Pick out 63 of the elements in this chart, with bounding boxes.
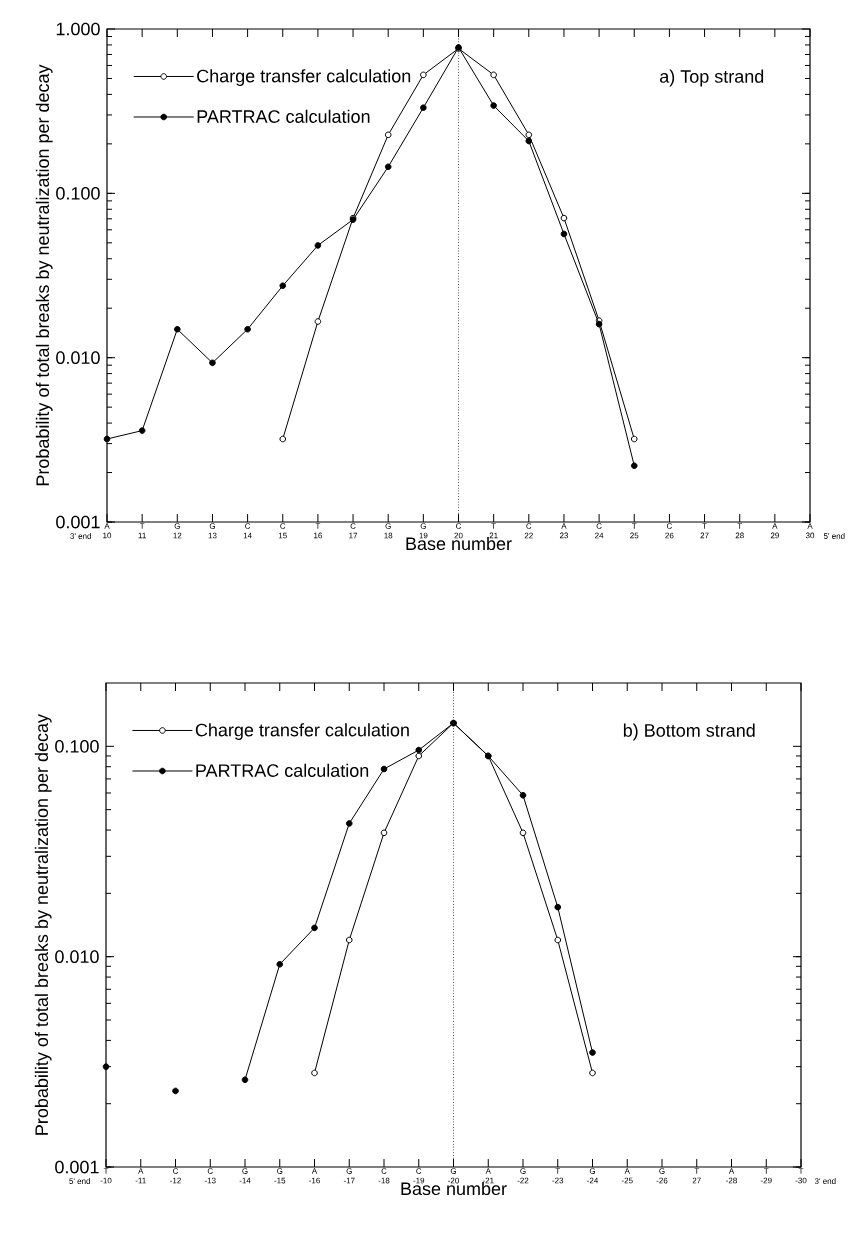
x-tick-label: C -18 bbox=[378, 1168, 390, 1184]
x-tick-label: G -20 bbox=[448, 1168, 459, 1184]
x-tick-label: C 22 bbox=[524, 523, 533, 539]
x-tick-label: A -11 bbox=[135, 1168, 146, 1184]
x-tick-label: C 26 bbox=[665, 523, 674, 539]
text: a) Top strand bbox=[660, 69, 764, 87]
x-tick-label: A 10 bbox=[103, 523, 112, 539]
x-tick-label: C 14 bbox=[243, 523, 252, 539]
x-tick-label: A -25 bbox=[621, 1168, 633, 1184]
text: 3' end bbox=[70, 533, 91, 539]
y-tick-label: 0.010 bbox=[56, 351, 100, 365]
x-tick-label: C -12 bbox=[170, 1168, 181, 1184]
x-tick-label: G -14 bbox=[239, 1168, 251, 1184]
x-tick-label: T 28 bbox=[735, 523, 744, 539]
legend-label: PARTRAC calculation bbox=[196, 763, 369, 777]
text: b) Bottom strand bbox=[623, 723, 755, 741]
x-axis-title: Base number bbox=[406, 536, 512, 551]
x-axis-title: Base number bbox=[401, 1181, 507, 1196]
x-tick-label: T -29 bbox=[760, 1168, 772, 1184]
x-tick-label: C 24 bbox=[595, 523, 604, 539]
y-tick-label: 0.100 bbox=[56, 186, 100, 200]
x-tick-label: G -26 bbox=[656, 1168, 668, 1184]
x-tick-label: G 13 bbox=[208, 523, 217, 539]
x-tick-label: T -30 bbox=[795, 1168, 807, 1184]
y-tick-label: 0.010 bbox=[55, 950, 99, 964]
x-tick-label: A -28 bbox=[726, 1168, 737, 1184]
x-tick-label: T 25 bbox=[630, 523, 639, 539]
x-tick-label: C 17 bbox=[349, 523, 358, 539]
y-tick-label: 0.001 bbox=[55, 1160, 99, 1174]
x-tick-label: G -15 bbox=[274, 1168, 286, 1184]
x-tick-label: G 18 bbox=[384, 523, 393, 539]
x-tick-label: A 29 bbox=[770, 523, 779, 539]
text: 5' end bbox=[823, 533, 845, 539]
x-tick-label: G 19 bbox=[419, 523, 428, 539]
x-tick-label: T 21 bbox=[489, 523, 498, 539]
x-tick-label: T -10 bbox=[100, 1168, 112, 1184]
y-axis-title: Probability of total breaks by neutralization per decay bbox=[35, 64, 53, 486]
x-tick-label: G -24 bbox=[587, 1168, 599, 1184]
x-tick-label: T -23 bbox=[552, 1168, 564, 1184]
x-tick-label: C 20 bbox=[454, 523, 463, 539]
legend-label: Charge transfer calculation bbox=[197, 69, 411, 86]
x-tick-label: T 27 bbox=[700, 523, 709, 539]
x-tick-label: C -19 bbox=[413, 1168, 425, 1184]
y-tick-label: 0.100 bbox=[55, 739, 99, 753]
y-tick-label: 0.001 bbox=[56, 515, 100, 529]
x-tick-label: T 11 bbox=[138, 523, 146, 539]
legend-label: PARTRAC calculation bbox=[197, 109, 370, 123]
x-tick-label: G -22 bbox=[517, 1168, 529, 1184]
y-tick-label: 1.000 bbox=[56, 22, 100, 36]
x-tick-label: C -13 bbox=[204, 1168, 216, 1184]
x-tick-label: A 23 bbox=[559, 523, 569, 539]
text: 3' end bbox=[814, 1178, 836, 1184]
x-tick-label: C 15 bbox=[278, 523, 287, 539]
legend-label: Charge transfer calculation bbox=[195, 723, 409, 740]
x-tick-label: A -16 bbox=[309, 1168, 320, 1184]
y-axis-title: Probability of total breaks by neutralization per decay bbox=[34, 714, 52, 1135]
x-tick-label: G -17 bbox=[343, 1168, 355, 1184]
text: 5' end bbox=[69, 1178, 90, 1184]
x-tick-label: A 30 bbox=[805, 523, 815, 539]
x-tick-label: G 12 bbox=[173, 523, 182, 539]
x-tick-label: A -21 bbox=[482, 1168, 494, 1184]
x-tick-label: T 27 bbox=[692, 1168, 701, 1184]
x-tick-label: T 16 bbox=[314, 523, 322, 539]
